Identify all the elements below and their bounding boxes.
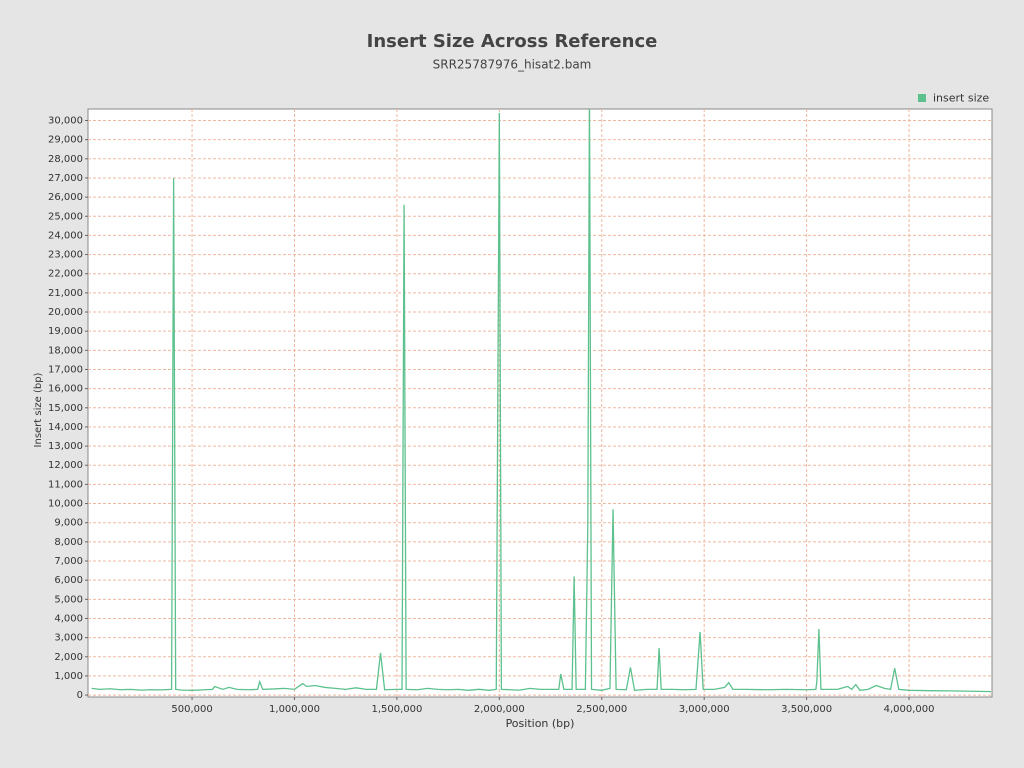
y-tick-label: 20,000 bbox=[48, 307, 83, 318]
y-tick-label: 13,000 bbox=[48, 441, 83, 452]
y-tick-label: 22,000 bbox=[48, 269, 83, 280]
y-tick-label: 11,000 bbox=[48, 479, 83, 490]
y-tick-label: 21,000 bbox=[48, 288, 83, 299]
y-tick-label: 10,000 bbox=[48, 499, 83, 510]
y-tick-label: 3,000 bbox=[54, 633, 83, 644]
y-tick-label: 9,000 bbox=[54, 518, 83, 529]
y-tick-label: 0 bbox=[77, 690, 83, 701]
x-tick-label: 4,000,000 bbox=[884, 704, 935, 715]
y-tick-label: 17,000 bbox=[48, 364, 83, 375]
x-tick-label: 1,500,000 bbox=[371, 704, 422, 715]
y-tick-label: 14,000 bbox=[48, 422, 83, 433]
y-tick-label: 5,000 bbox=[54, 594, 83, 605]
y-tick-label: 8,000 bbox=[54, 537, 83, 548]
legend-swatch bbox=[918, 94, 926, 102]
y-tick-label: 1,000 bbox=[54, 671, 83, 682]
y-tick-label: 2,000 bbox=[54, 652, 83, 663]
x-tick-label: 3,500,000 bbox=[781, 704, 832, 715]
y-tick-label: 26,000 bbox=[48, 192, 83, 203]
chart-title: Insert Size Across Reference bbox=[367, 31, 658, 52]
chart-subtitle: SRR25787976_hisat2.bam bbox=[433, 58, 592, 72]
y-tick-label: 16,000 bbox=[48, 384, 83, 395]
y-tick-label: 6,000 bbox=[54, 575, 83, 586]
x-tick-label: 1,000,000 bbox=[269, 704, 320, 715]
plot bbox=[91, 109, 991, 693]
y-tick-label: 18,000 bbox=[48, 345, 83, 356]
data-line bbox=[91, 109, 991, 693]
y-tick-label: 28,000 bbox=[48, 154, 83, 165]
x-tick-label: 2,000,000 bbox=[474, 704, 525, 715]
x-tick-label: 500,000 bbox=[171, 704, 212, 715]
grid bbox=[88, 109, 992, 697]
y-tick-label: 29,000 bbox=[48, 135, 83, 146]
legend-label: insert size bbox=[933, 92, 989, 105]
y-tick-label: 27,000 bbox=[48, 173, 83, 184]
y-tick-label: 15,000 bbox=[48, 403, 83, 414]
x-tick-label: 3,000,000 bbox=[679, 704, 730, 715]
y-tick-label: 23,000 bbox=[48, 250, 83, 261]
y-tick-label: 4,000 bbox=[54, 613, 83, 624]
x-axis-label: Position (bp) bbox=[506, 717, 575, 730]
y-tick-label: 30,000 bbox=[48, 115, 83, 126]
y-tick-label: 7,000 bbox=[54, 556, 83, 567]
y-axis-label: Insert size (bp) bbox=[33, 372, 44, 447]
y-tick-label: 12,000 bbox=[48, 460, 83, 471]
y-tick-label: 25,000 bbox=[48, 211, 83, 222]
x-tick-label: 2,500,000 bbox=[576, 704, 627, 715]
y-tick-label: 19,000 bbox=[48, 326, 83, 337]
y-tick-label: 24,000 bbox=[48, 230, 83, 241]
